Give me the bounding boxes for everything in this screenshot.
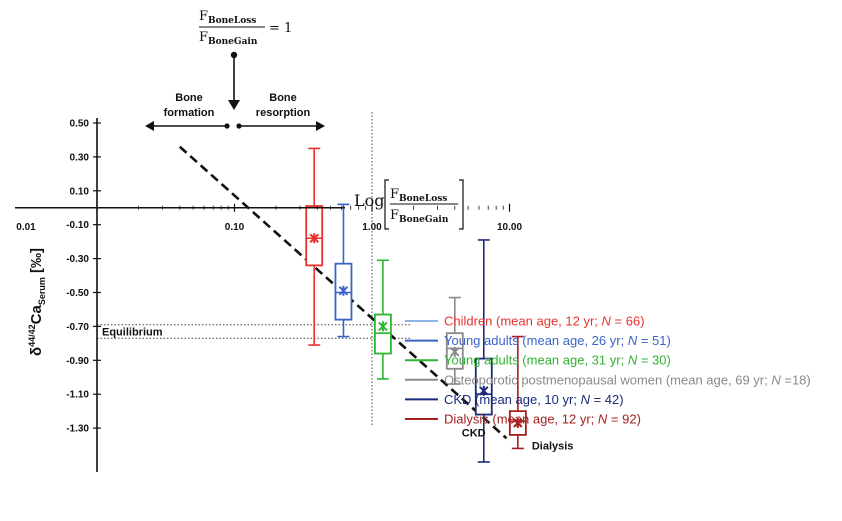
legend-entry-n: N	[598, 412, 608, 427]
y-tick-label: 0.50	[70, 119, 90, 130]
top-formula-denominator-sub: BoneGain	[208, 37, 258, 47]
legend-entry-3: Osteoporotic postmenopausal women (mean …	[444, 372, 811, 387]
x-title-numerator: FBoneLoss	[390, 187, 447, 204]
legend-entry-text: CKD (mean age, 10 yr;	[444, 392, 581, 407]
top-formula-numerator-sub: BoneLoss	[208, 16, 256, 26]
y-tick-label: -0.10	[66, 220, 89, 231]
x-title-numerator-sub: BoneLoss	[399, 194, 447, 204]
legend-entry-1: Young adults (mean age, 26 yr; N = 51)	[444, 333, 671, 348]
top-formula-rhs: = 1	[269, 21, 292, 36]
legend-entry-0: Children (mean age, 12 yr; N = 66)	[444, 314, 645, 329]
y-title-base: Ca	[28, 305, 45, 325]
legend-entry-count: = 51)	[637, 333, 671, 348]
legend-entry-count: =18)	[781, 372, 811, 387]
box-label-ckd: CKD	[462, 428, 486, 440]
legend-entry-n: N	[581, 392, 591, 407]
x-tick-label: 1.00	[362, 222, 382, 233]
box-plot-3	[445, 296, 464, 385]
box-label-dialysis: Dialysis	[532, 440, 574, 452]
x-title-bracket-left	[384, 179, 389, 230]
axes: 0.50 0.30 0.10 -0.10 -0.30 -0.50 -0.70 -0.90 -1.…	[15, 118, 522, 472]
top-formula-denominator-f: F	[199, 30, 208, 45]
legend-entry-count: = 66)	[611, 314, 645, 329]
legend-entry-2: Young adults (mean age, 31 yr; N = 30)	[444, 353, 671, 368]
y-tick-label: 0.10	[70, 186, 90, 197]
legend-entry-n: N	[602, 314, 612, 329]
bone-resorption-line1: Bone	[269, 92, 297, 104]
y-tick-label: -1.30	[66, 424, 89, 435]
top-formula-numerator: FBoneLoss	[199, 9, 256, 26]
y-title-delta: δ	[28, 347, 45, 356]
legend-entry-text: Young adults (mean age, 31 yr;	[444, 353, 628, 368]
mean-marker	[378, 321, 388, 332]
box-plot-4: CKD	[462, 239, 493, 463]
bone-formation-line2: formation	[164, 107, 215, 119]
legend-entry-n: N	[628, 353, 638, 368]
y-title-unit: [‰]	[28, 248, 45, 277]
x-title-bracket-right	[459, 179, 464, 230]
formula-arrow-head	[228, 100, 240, 110]
legend-entry-text: Children (mean age, 12 yr;	[444, 314, 602, 329]
mean-marker	[513, 418, 523, 429]
y-tick-label: -1.10	[66, 390, 89, 401]
x-title-denominator-sub: BoneGain	[399, 215, 449, 225]
legend-entry-5: Dialysis (mean age, 12 yr; N = 92)	[444, 412, 641, 427]
box-iqr	[373, 313, 392, 355]
resorption-arrow-head	[316, 121, 325, 131]
legend-entry-4: CKD (mean age, 10 yr; N = 42)	[444, 392, 624, 407]
x-title-denominator-f: F	[390, 208, 399, 223]
y-tick-label: -0.30	[66, 254, 89, 265]
mean-marker	[309, 233, 319, 244]
legend-entry-text: Dialysis (mean age, 12 yr;	[444, 412, 598, 427]
y-tick-label: -0.50	[66, 288, 89, 299]
y-axis-title: δ44/42CaSerum [‰]	[27, 248, 47, 356]
mean-marker	[479, 385, 489, 396]
mean-marker	[450, 346, 460, 357]
x-title-denominator: FBoneGain	[390, 208, 449, 225]
y-tick-label: -0.90	[66, 356, 89, 367]
legend-entry-n: N	[771, 372, 781, 387]
legend-entry-count: = 42)	[590, 392, 624, 407]
reference-lines: Equilibrium	[97, 112, 412, 425]
y-tick-label: -0.70	[66, 322, 89, 333]
legend: Children (mean age, 12 yr; N = 66) Young …	[405, 314, 811, 427]
x-title-numerator-f: F	[390, 187, 399, 202]
formation-arrow-head	[145, 121, 154, 131]
legend-entry-count: = 30)	[637, 353, 671, 368]
box-plots: CKD Dialysis	[305, 147, 574, 463]
x-tick-label: 0.10	[225, 222, 245, 233]
x-tick-label: 0.01	[16, 222, 36, 233]
legend-entry-count: = 92)	[607, 412, 641, 427]
legend-entry-n: N	[628, 333, 638, 348]
legend-entry-text: Young adults (mean age, 26 yr;	[444, 333, 628, 348]
bone-resorption-line2: resorption	[256, 107, 311, 119]
top-formula-denominator: FBoneGain	[199, 30, 258, 47]
y-title-sup: 44/42	[27, 324, 37, 347]
legend-entry-text: Osteoporotic postmenopausal women (mean …	[444, 372, 771, 387]
y-tick-label: 0.30	[70, 152, 90, 163]
equilibrium-label: Equilibrium	[102, 326, 163, 338]
annotations: Log FBoneLossFBoneGainFBoneLossFBoneGain=…	[145, 9, 464, 230]
x-tick-label: 10.00	[497, 222, 522, 233]
top-formula-numerator-f: F	[199, 9, 208, 24]
mean-marker	[338, 285, 349, 296]
bone-formation-line1: Bone	[175, 92, 203, 104]
box-plot-2	[373, 259, 392, 380]
box-plot-0	[305, 147, 324, 346]
y-title-sub: Serum	[37, 277, 47, 305]
box-plot-5: Dialysis	[508, 335, 574, 452]
x-title-log: Log	[354, 191, 385, 210]
box-plot-1	[334, 203, 353, 338]
